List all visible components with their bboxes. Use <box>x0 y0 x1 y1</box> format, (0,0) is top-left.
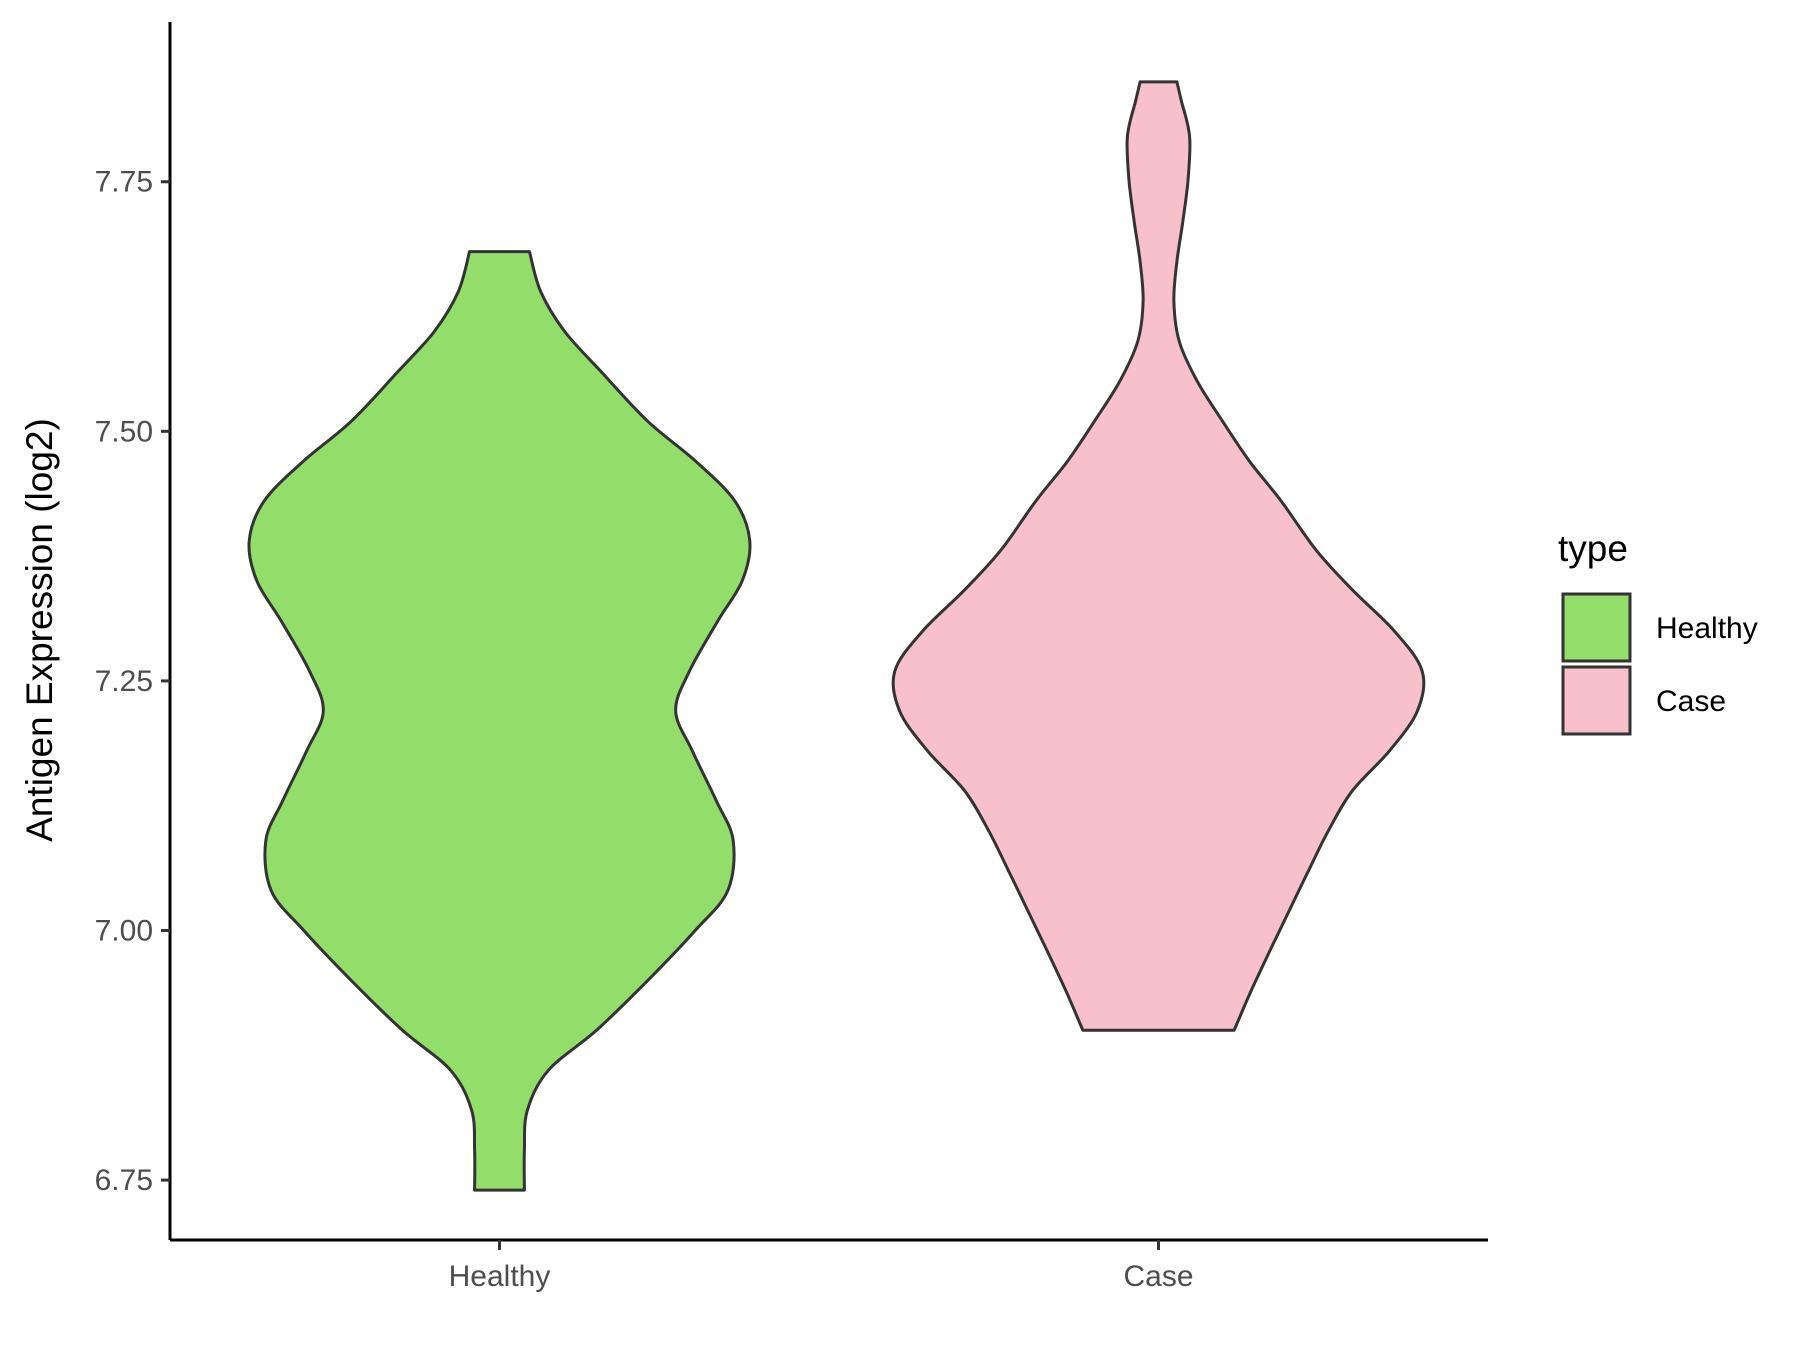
x-axis: Healthy Case <box>170 1238 1488 1293</box>
legend-key-case <box>1561 665 1632 736</box>
y-tick-label: 7.00 <box>95 915 153 948</box>
violin-case <box>891 80 1426 1032</box>
violin-layer <box>247 80 1426 1192</box>
x-tick-label: Healthy <box>449 1260 551 1293</box>
legend-title: type <box>1558 528 1628 569</box>
y-tick-label: 7.25 <box>95 665 153 698</box>
legend-label-case: Case <box>1656 685 1726 718</box>
violin-healthy <box>247 250 752 1192</box>
y-axis-title: Antigen Expression (log2) <box>19 418 60 842</box>
legend-label-healthy: Healthy <box>1656 612 1758 645</box>
y-tick-label: 7.50 <box>95 415 153 448</box>
y-tick-label: 7.75 <box>95 166 153 199</box>
y-tick-label: 6.75 <box>95 1164 153 1197</box>
x-tick-label: Case <box>1123 1260 1193 1293</box>
legend: type Healthy Case <box>1558 528 1758 736</box>
y-axis: 6.75 7.00 7.25 7.50 7.75 <box>95 22 172 1240</box>
legend-key-healthy <box>1561 592 1632 663</box>
